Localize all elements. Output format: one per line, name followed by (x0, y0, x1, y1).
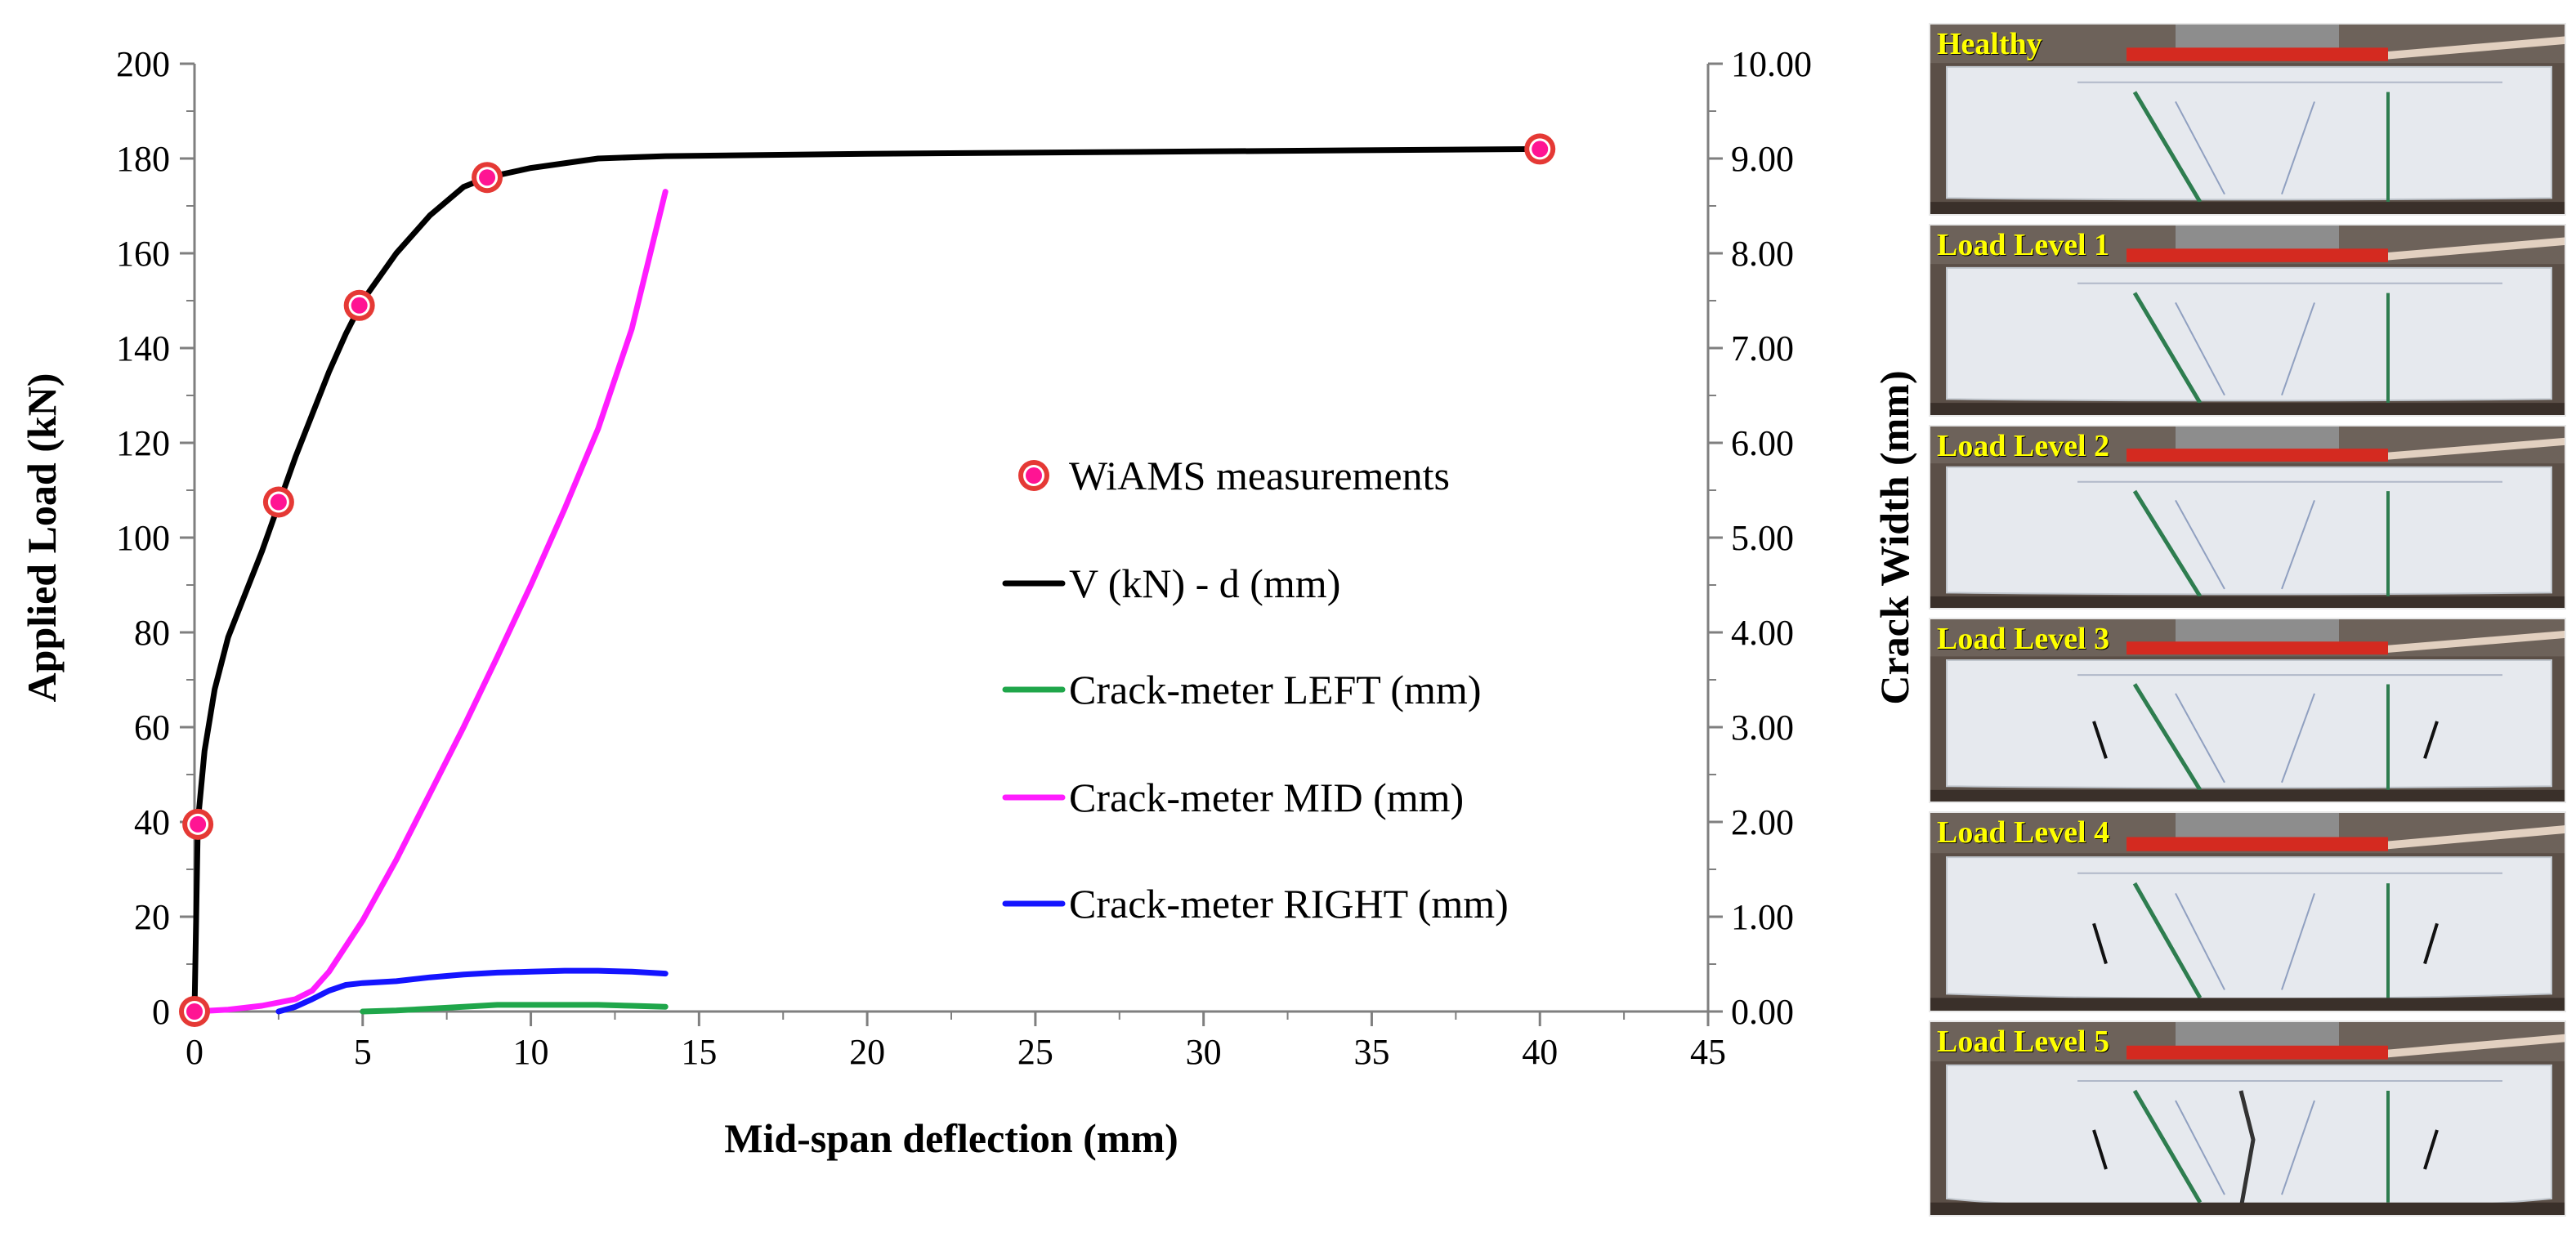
series-line-2 (360, 1002, 669, 1015)
y2-tick-label: 1.00 (1731, 897, 1794, 937)
beam-photo-illustration (1930, 25, 2565, 214)
y2-tick-label: 9.00 (1731, 139, 1794, 179)
y2-tick-label: 0.00 (1731, 992, 1794, 1032)
wiams-point (479, 169, 496, 186)
x-tick-label: 0 (186, 1032, 203, 1072)
wiams-point (351, 297, 368, 314)
x-tick-label: 15 (681, 1032, 717, 1072)
wiams-point (270, 493, 287, 511)
beam-photo-panel: Load Level 3 (1929, 618, 2566, 803)
y-axis-title: Applied Load (kN) (19, 373, 65, 703)
y2-tick-label: 6.00 (1731, 423, 1794, 463)
x-tick-label: 25 (1017, 1032, 1053, 1072)
photo-panel-label: Load Level 1 (1937, 228, 2110, 262)
y-tick-label: 180 (116, 139, 170, 179)
beam-photo-illustration (1930, 619, 2565, 802)
chart-series (179, 133, 1556, 1027)
y-tick-label: 80 (134, 613, 170, 653)
y-tick-label: 20 (134, 897, 170, 937)
beam-photo-panel: Load Level 2 (1929, 425, 2566, 610)
y-tick-label: 100 (116, 518, 170, 558)
series-line-4 (275, 967, 669, 1015)
wiams-point (1532, 141, 1549, 158)
wiams-point (190, 815, 207, 833)
beam-photo-panel: Healthy (1929, 23, 2566, 216)
x-axis-title: Mid-span deflection (mm) (724, 1115, 1178, 1161)
beam-photo-illustration (1930, 426, 2565, 608)
series-line-1 (191, 145, 1543, 1015)
chart-ticks: 0 5 10 15 20 25 30 35 40 45 0 20 40 60 80 100 120 140 160 1… (116, 44, 1812, 1072)
y-tick-label: 120 (116, 423, 170, 463)
legend-label-1: V (kN) - d (mm) (1069, 560, 1340, 606)
y2-tick-label: 4.00 (1731, 613, 1794, 653)
y-tick-label: 0 (152, 992, 170, 1032)
legend-label-4: Crack-meter RIGHT (mm) (1069, 881, 1509, 927)
load-deflection-chart: Mid-span deflection (mm) Applied Load (kN… (19, 44, 1917, 1161)
x-tick-label: 20 (849, 1032, 885, 1072)
y-tick-label: 40 (134, 802, 170, 842)
y-tick-label: 60 (134, 708, 170, 748)
y-tick-label: 200 (116, 44, 170, 84)
chart-axes: Mid-span deflection (mm) Applied Load (kN… (19, 64, 1917, 1161)
x-tick-label: 45 (1690, 1032, 1726, 1072)
beam-photo-panel: Load Level 4 (1929, 811, 2566, 1012)
y-tick-label: 140 (116, 328, 170, 368)
photo-panel-label: Load Level 2 (1937, 429, 2110, 463)
chart-legend: WiAMS measurements V (kN) - d (mm) Crack-m… (1002, 453, 1509, 927)
photo-panel-label: Load Level 3 (1937, 622, 2110, 656)
wiams-point (186, 1003, 203, 1020)
x-tick-label: 5 (354, 1032, 372, 1072)
y2-axis-title: Crack Width (mm) (1872, 370, 1917, 704)
legend-label-3: Crack-meter MID (mm) (1069, 775, 1464, 820)
photo-panel-label: Load Level 5 (1937, 1025, 2110, 1059)
y2-tick-label: 3.00 (1731, 708, 1794, 748)
beam-photo-panel: Load Level 5 (1929, 1020, 2566, 1217)
beam-photo-illustration (1930, 1022, 2565, 1215)
beam-photo-illustration (1930, 813, 2565, 1011)
series-line-3 (191, 189, 669, 1015)
x-tick-label: 35 (1353, 1032, 1389, 1072)
photo-panel-label: Load Level 4 (1937, 815, 2110, 850)
legend-label-2: Crack-meter LEFT (mm) (1069, 667, 1481, 712)
y2-tick-label: 10.00 (1731, 44, 1812, 84)
beam-photo-panel: Load Level 1 (1929, 224, 2566, 417)
y2-tick-label: 2.00 (1731, 802, 1794, 842)
legend-marker-dot-0 (1026, 467, 1042, 484)
y2-tick-label: 5.00 (1731, 518, 1794, 558)
beam-photo-illustration (1930, 226, 2565, 415)
legend-label-0: WiAMS measurements (1069, 453, 1450, 498)
photo-panel-label: Healthy (1937, 27, 2042, 61)
y2-tick-label: 7.00 (1731, 328, 1794, 368)
x-tick-label: 40 (1522, 1032, 1558, 1072)
x-tick-label: 10 (513, 1032, 549, 1072)
y2-tick-label: 8.00 (1731, 234, 1794, 274)
y-tick-label: 160 (116, 234, 170, 274)
x-tick-label: 30 (1186, 1032, 1222, 1072)
